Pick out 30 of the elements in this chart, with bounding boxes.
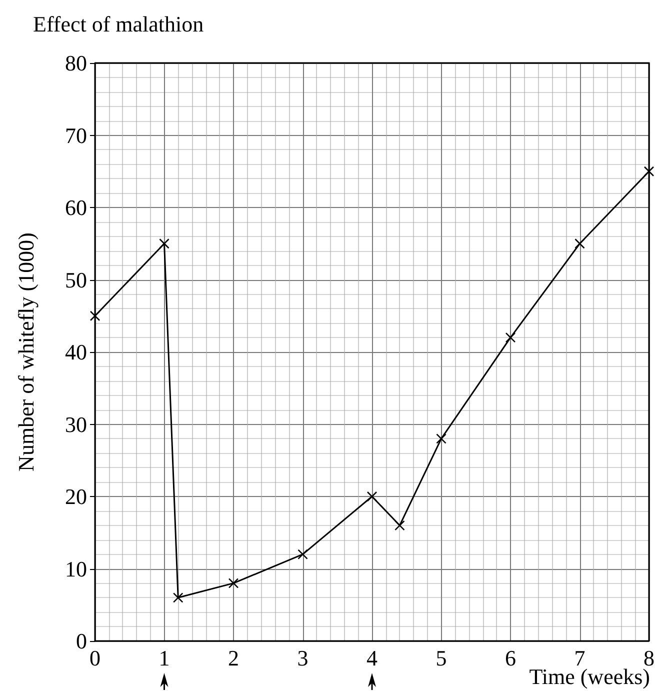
point	[228, 578, 239, 588]
x-tick-label: 6	[505, 646, 516, 670]
x-tick-label: 1	[158, 646, 170, 670]
y-tick-label: 50	[65, 267, 87, 292]
chart-title: Effect of malathion	[33, 12, 204, 36]
point	[574, 238, 585, 249]
x-tick-label: 7	[574, 646, 586, 670]
point	[298, 549, 308, 560]
y-tick-label: 0	[76, 628, 87, 654]
y-tick-label: 60	[65, 195, 87, 220]
x-tick-label: 5	[436, 646, 447, 670]
point	[644, 166, 654, 177]
y-tick-label: 70	[65, 122, 87, 148]
x-tick-label: 2	[228, 646, 239, 670]
point	[436, 434, 446, 444]
point	[394, 520, 405, 531]
point	[159, 238, 170, 249]
x-tick-label: 4	[366, 646, 378, 670]
x-tick-label: 8	[644, 646, 654, 670]
point	[172, 592, 184, 603]
point	[366, 491, 378, 502]
y-tick-label: 10	[65, 556, 87, 582]
point	[505, 332, 516, 343]
y-tick-label: 20	[65, 484, 87, 509]
x-tick-label: 3	[297, 646, 308, 670]
y-tick-label: 40	[65, 340, 87, 364]
point	[90, 310, 100, 322]
y-tick-label: 30	[65, 412, 87, 437]
y-axis-title: Number of whitefly (1000)	[14, 232, 38, 472]
y-tick-label: 80	[65, 50, 87, 76]
